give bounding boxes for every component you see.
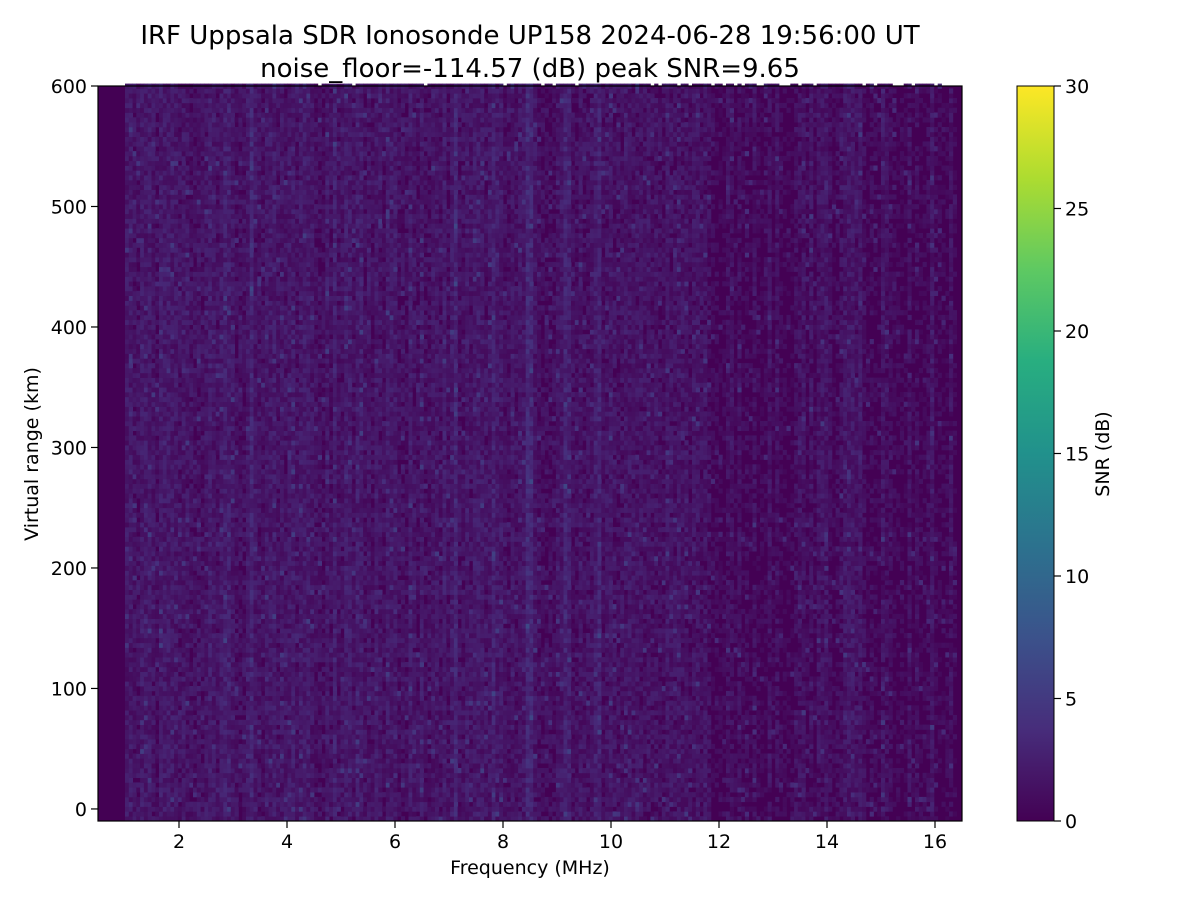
x-tick-label: 16 [923,831,947,853]
x-axis: 2 4 6 8 10 12 14 16 [173,821,947,853]
colorbar [1016,85,1055,822]
colorbar-axis: 0 5 10 15 20 25 30 [1054,76,1089,833]
chart-title: IRF Uppsala SDR Ionosonde UP158 2024-06-… [140,21,919,51]
snr-heatmap [98,83,962,822]
y-tick-label: 500 [51,196,87,218]
x-tick-label: 6 [389,831,401,853]
colorbar-tick-label: 15 [1065,444,1089,466]
plot-frame [97,85,963,822]
x-tick-label: 4 [281,831,293,853]
y-axis-label: Virtual range (km) [21,367,43,541]
x-tick-label: 8 [497,831,509,853]
colorbar-tick-label: 20 [1065,321,1089,343]
colorbar-tick-label: 0 [1065,811,1077,833]
y-tick-label: 300 [51,437,87,459]
x-tick-label: 14 [815,831,839,853]
colorbar-tick-label: 30 [1065,76,1089,98]
y-tick-label: 200 [51,558,87,580]
colorbar-tick-label: 10 [1065,566,1089,588]
y-tick-label: 400 [51,317,87,339]
colorbar-tick-label: 25 [1065,199,1089,221]
colorbar-tick-label: 5 [1065,689,1077,711]
colorbar-label: SNR (dB) [1092,411,1114,496]
y-tick-label: 0 [75,799,87,821]
x-tick-label: 10 [599,831,623,853]
y-axis: 0 100 200 300 400 500 600 [51,76,98,821]
x-axis-label: Frequency (MHz) [450,857,610,879]
chart-subtitle: noise_floor=-114.57 (dB) peak SNR=9.65 [260,54,800,84]
y-tick-label: 100 [51,678,87,700]
x-tick-label: 12 [707,831,731,853]
x-tick-label: 2 [173,831,185,853]
y-tick-label: 600 [51,76,87,98]
